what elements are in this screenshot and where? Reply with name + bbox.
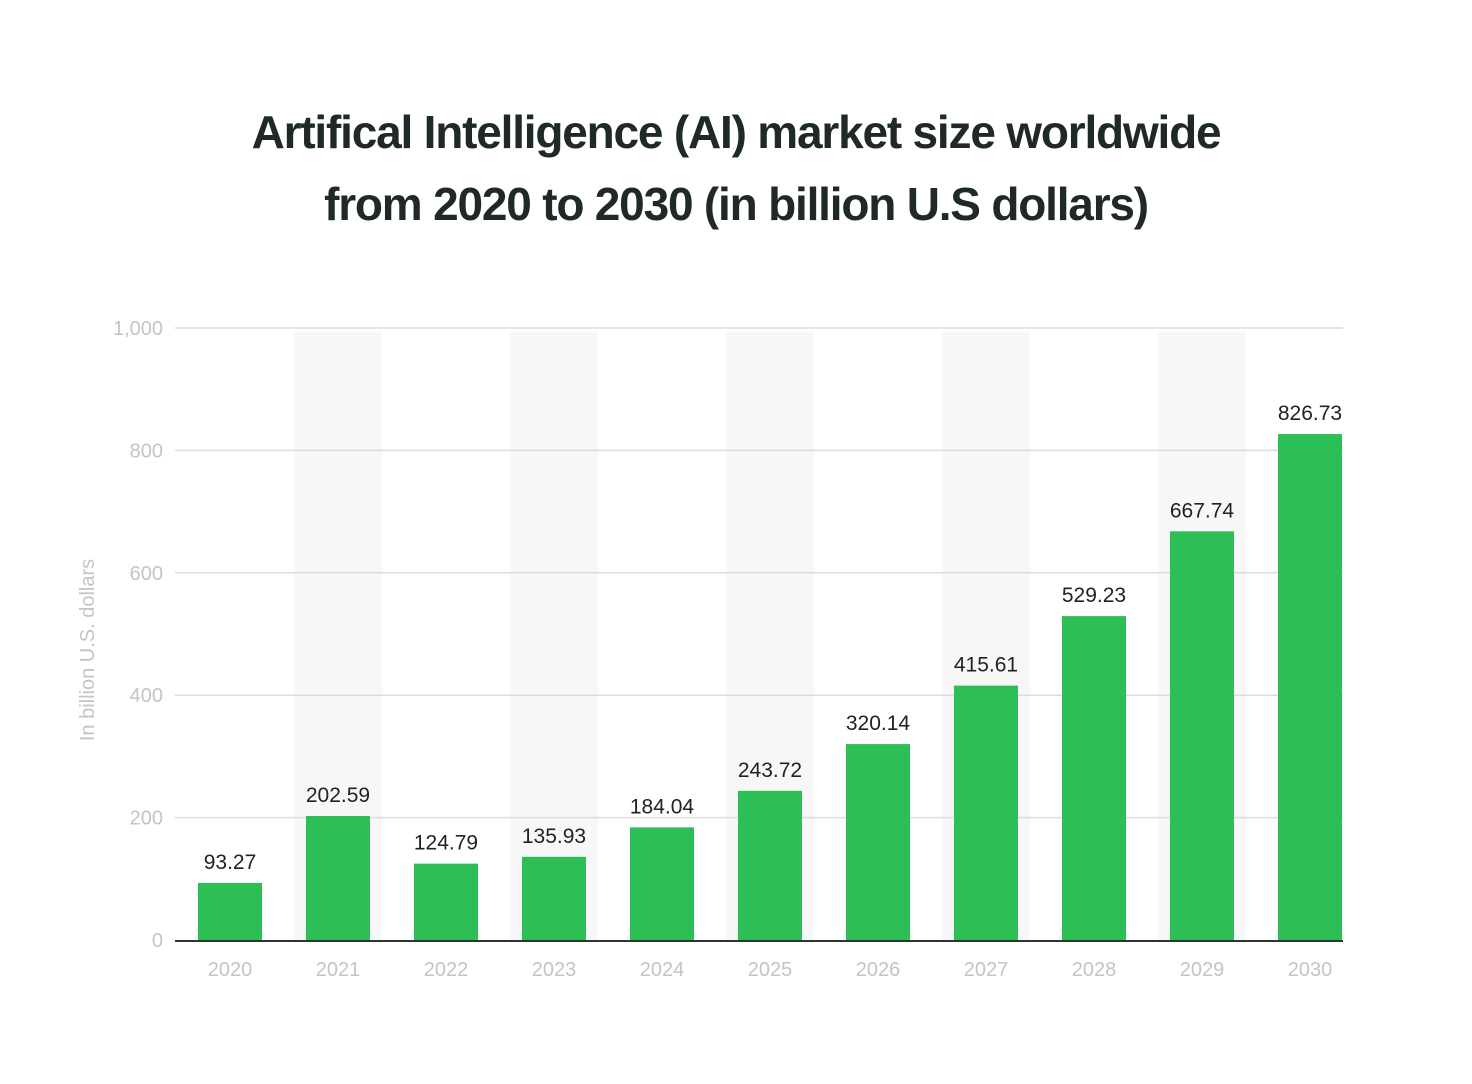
bar xyxy=(1170,531,1234,940)
bar xyxy=(522,856,586,940)
bar xyxy=(198,882,262,940)
y-axis-title: In billion U.S. dollars xyxy=(77,559,99,741)
y-tick-label: 800 xyxy=(130,440,163,462)
chart-title: Artifical Intelligence (AI) market size … xyxy=(0,96,1472,240)
x-axis-ticks: 2020 2021 2022 2023 2024 2025 2026 2027 2028 2029… xyxy=(208,959,1333,981)
x-tick-label: 2028 xyxy=(1072,959,1117,981)
y-axis-ticks: 0 200 400 600 800 1,000 xyxy=(113,318,163,952)
x-tick-label: 2025 xyxy=(748,959,793,981)
x-tick-label: 2021 xyxy=(316,959,361,981)
y-tick-label: 200 xyxy=(130,808,163,830)
x-tick-label: 2020 xyxy=(208,959,253,981)
x-tick-label: 2027 xyxy=(964,959,1009,981)
value-label: 415.61 xyxy=(954,654,1018,677)
bar xyxy=(1062,616,1126,940)
x-tick-label: 2022 xyxy=(424,959,469,981)
value-label: 667.74 xyxy=(1170,499,1235,522)
x-tick-label: 2024 xyxy=(640,959,685,981)
y-tick-label: 1,000 xyxy=(113,318,163,340)
bar xyxy=(954,685,1018,940)
value-label: 243.72 xyxy=(738,759,802,782)
value-label: 320.14 xyxy=(846,712,911,735)
bar xyxy=(1278,434,1342,940)
x-tick-label: 2029 xyxy=(1180,959,1225,981)
bar xyxy=(738,790,802,940)
value-label: 93.27 xyxy=(204,851,257,874)
bar xyxy=(630,827,694,940)
x-tick-label: 2030 xyxy=(1288,959,1333,981)
y-tick-label: 0 xyxy=(152,930,163,952)
bar xyxy=(306,816,370,940)
column-band xyxy=(510,332,598,940)
value-label: 124.79 xyxy=(414,832,478,855)
value-label: 826.73 xyxy=(1278,402,1342,425)
bars xyxy=(198,434,1342,940)
value-label: 529.23 xyxy=(1062,584,1126,607)
x-tick-label: 2023 xyxy=(532,959,577,981)
x-tick-label: 2026 xyxy=(856,959,901,981)
value-label: 135.93 xyxy=(522,825,586,848)
value-labels: 93.27 202.59 124.79 135.93 184.04 243.72 320.1… xyxy=(204,402,1342,874)
chart-title-line-1: Artifical Intelligence (AI) market size … xyxy=(251,106,1222,158)
bar xyxy=(846,744,910,940)
bar xyxy=(414,863,478,940)
value-label: 184.04 xyxy=(630,795,695,818)
chart-title-line-2: from 2020 to 2030 (in billion U.S dollar… xyxy=(324,178,1149,230)
value-label: 202.59 xyxy=(306,784,370,807)
y-tick-label: 400 xyxy=(130,685,163,707)
y-tick-label: 600 xyxy=(130,563,163,585)
